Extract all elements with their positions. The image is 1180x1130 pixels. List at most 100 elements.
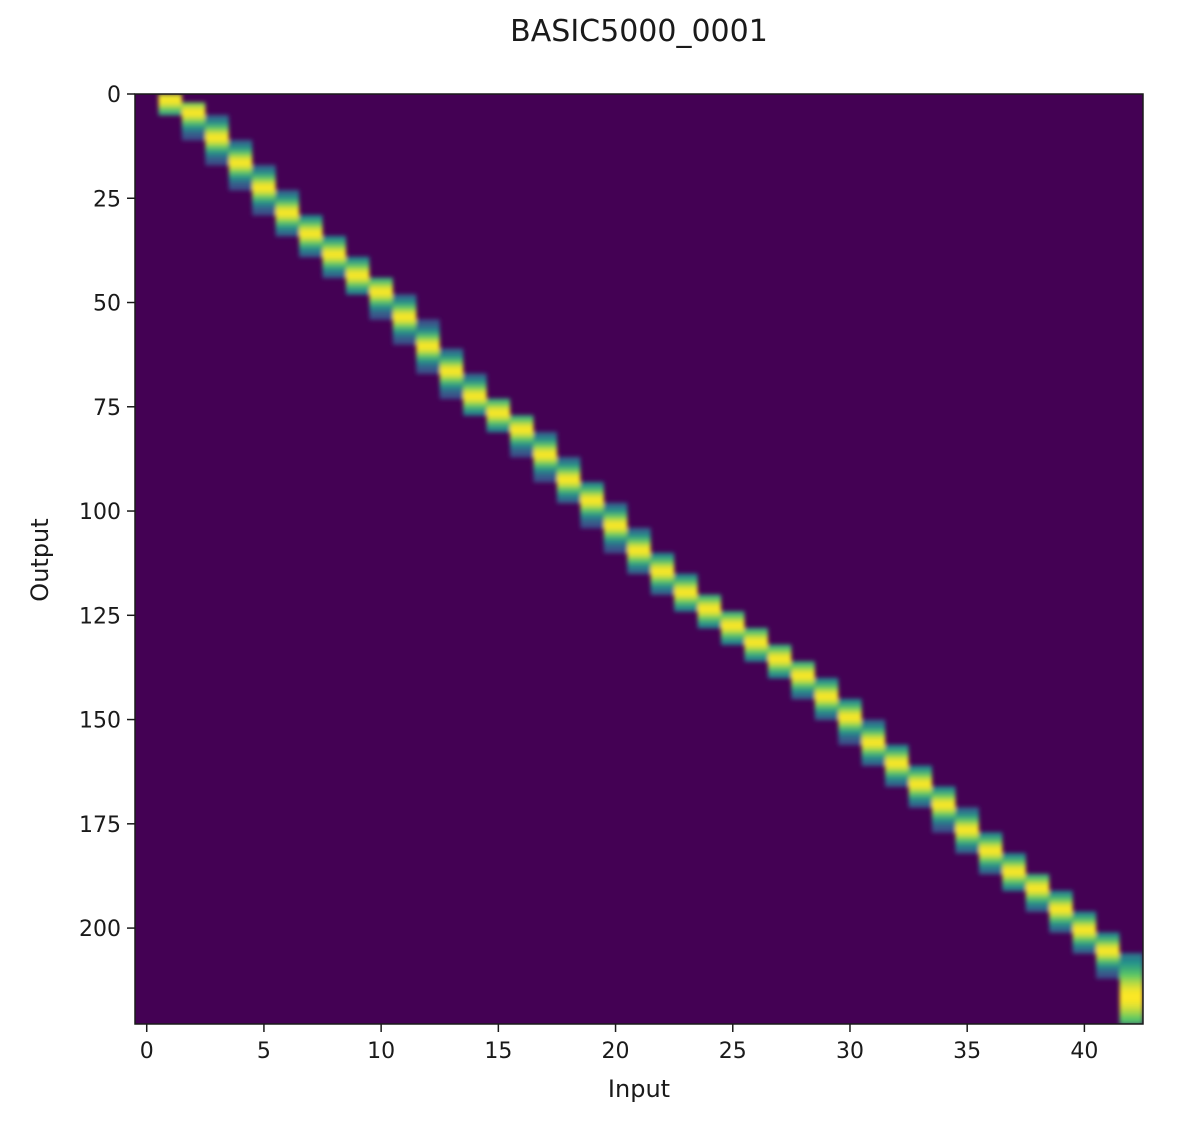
heatmap-cell <box>627 561 651 566</box>
heatmap-cell <box>322 244 346 249</box>
heatmap-cell <box>533 456 557 462</box>
heatmap-cell <box>369 290 393 295</box>
heatmap-cell <box>533 469 557 475</box>
heatmap-cell <box>533 444 557 450</box>
heatmap-cell <box>392 327 417 333</box>
heatmap-cell <box>369 315 393 320</box>
heatmap-cell <box>674 581 698 587</box>
heatmap-cell <box>838 711 862 716</box>
heatmap-cell <box>556 465 581 470</box>
heatmap-cell <box>955 807 979 812</box>
heatmap-cell <box>1025 873 1050 879</box>
heatmap-cell <box>439 352 464 358</box>
heatmap-cell <box>1049 911 1073 917</box>
heatmap-cell <box>697 619 722 625</box>
heatmap-cell <box>533 477 557 483</box>
heatmap-cell <box>463 398 487 404</box>
x-tick-label: 15 <box>484 1039 512 1064</box>
heatmap-cell <box>697 606 722 612</box>
heatmap-cell <box>721 615 745 621</box>
heatmap-cell <box>1119 994 1143 1000</box>
heatmap-cell <box>744 640 768 646</box>
y-tick-label: 0 <box>107 83 121 108</box>
heatmap-cell <box>978 853 1003 858</box>
heatmap-cell <box>205 131 229 137</box>
heatmap-cell <box>510 427 534 433</box>
heatmap-cell <box>252 210 276 216</box>
heatmap-cell <box>838 702 862 708</box>
heatmap-cell <box>603 548 628 554</box>
heatmap-cell <box>416 323 440 329</box>
heatmap-cell <box>885 769 909 775</box>
heatmap-cell <box>814 715 839 721</box>
heatmap-cell <box>275 219 300 224</box>
heatmap-cell <box>861 723 886 729</box>
heatmap-cell <box>908 765 933 771</box>
heatmap-cell <box>1119 998 1143 1004</box>
heatmap-cell <box>533 440 557 445</box>
heatmap-cell <box>228 169 253 174</box>
heatmap-cells <box>158 94 1143 1024</box>
heatmap-cell <box>463 381 487 387</box>
heatmap-cell <box>1119 1011 1143 1017</box>
heatmap-cell <box>322 260 346 266</box>
heatmap-cell <box>1119 978 1143 983</box>
heatmap-cell <box>955 811 979 817</box>
heatmap-cell <box>533 431 557 437</box>
heatmap-cell <box>275 227 300 233</box>
heatmap-cell <box>721 640 745 646</box>
heatmap-cell <box>650 565 675 571</box>
heatmap-cell <box>1096 944 1120 950</box>
heatmap-cell <box>791 682 815 687</box>
heatmap-cell <box>392 298 417 304</box>
heatmap-cell <box>392 319 417 324</box>
x-tick-label: 35 <box>953 1039 981 1064</box>
heatmap-cell <box>580 515 604 520</box>
heatmap-cell <box>369 294 393 299</box>
heatmap-cell <box>533 473 557 479</box>
heatmap-cell <box>791 661 815 666</box>
y-tick-label: 150 <box>79 709 121 734</box>
heatmap-cell <box>228 164 253 170</box>
heatmap-cell <box>1025 878 1050 883</box>
heatmap-cell <box>1119 982 1143 988</box>
heatmap-cell <box>322 269 346 274</box>
heatmap-cell <box>181 127 206 133</box>
heatmap-cell <box>556 460 581 466</box>
heatmap-cell <box>908 773 933 779</box>
heatmap-cell <box>1119 957 1143 963</box>
heatmap-cell <box>299 227 323 233</box>
heatmap-cell <box>791 677 815 683</box>
heatmap-cell <box>158 110 182 116</box>
heatmap-cell <box>885 744 909 750</box>
heatmap-cell <box>627 548 651 554</box>
heatmap-cell <box>861 736 886 742</box>
heatmap-cell <box>369 310 393 316</box>
heatmap-cell <box>416 356 440 362</box>
heatmap-cell <box>674 602 698 608</box>
heatmap-cell <box>885 748 909 754</box>
heatmap-cell <box>392 340 417 345</box>
heatmap-cell <box>1096 948 1120 954</box>
heatmap-cell <box>345 281 370 287</box>
heatmap-cell <box>791 669 815 675</box>
heatmap-cell <box>1072 915 1097 921</box>
heatmap-cell <box>205 156 229 162</box>
heatmap-cell <box>955 836 979 842</box>
heatmap-cell <box>205 127 229 133</box>
heatmap-cell <box>275 214 300 220</box>
heatmap-cell <box>721 611 745 616</box>
heatmap-cell <box>416 365 440 370</box>
y-tick-label: 200 <box>79 917 121 942</box>
heatmap-cell <box>908 798 933 804</box>
heatmap-cell <box>697 615 722 621</box>
heatmap-cell <box>205 139 229 145</box>
heatmap-cell <box>580 511 604 516</box>
heatmap-cell <box>1119 969 1143 975</box>
heatmap-cell <box>275 210 300 216</box>
heatmap-cell <box>791 686 815 691</box>
heatmap-cell <box>838 732 862 737</box>
heatmap-cell <box>1025 882 1050 887</box>
heatmap-cell <box>1025 894 1050 900</box>
heatmap-cell <box>885 752 909 758</box>
